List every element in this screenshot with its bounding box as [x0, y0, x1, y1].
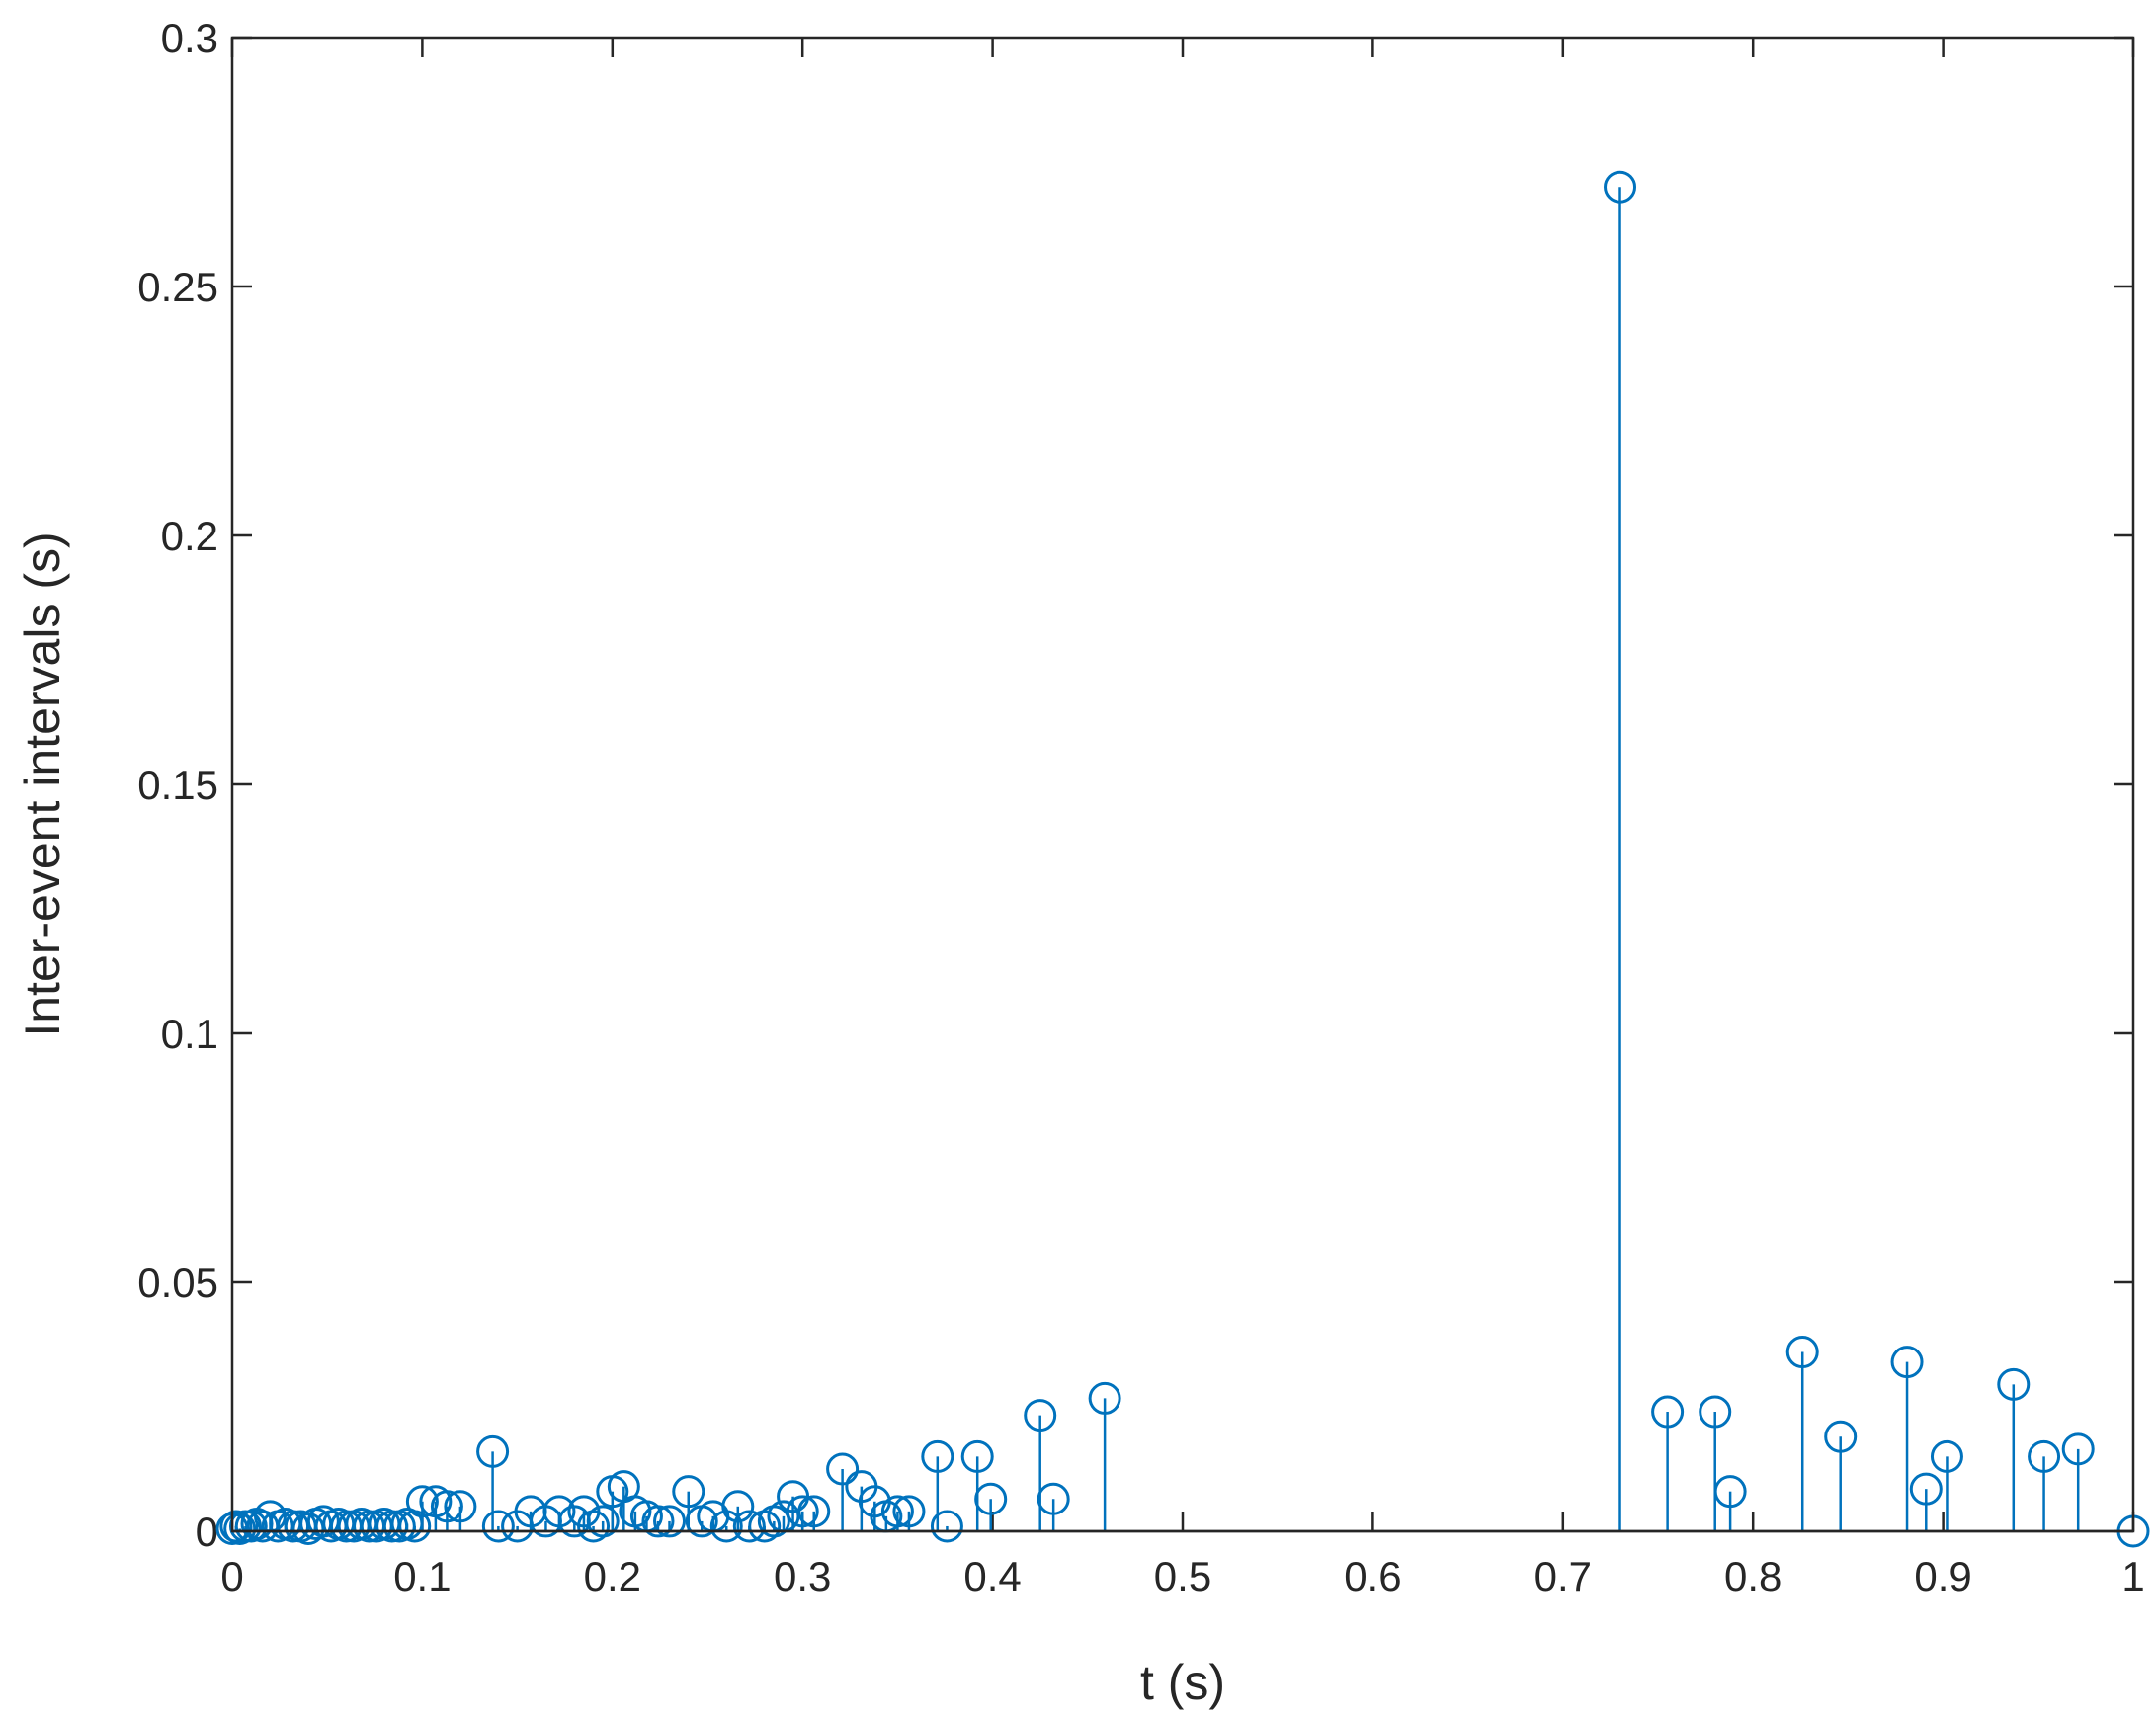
stem-marker [786, 1495, 819, 1528]
y-axis-label: Inter-event intervals (s) [15, 532, 70, 1036]
x-tick-label: 1 [2121, 1553, 2144, 1599]
stem-marker [1651, 1395, 1685, 1429]
stem-marker [709, 1510, 743, 1543]
stem-marker [444, 1490, 477, 1523]
stem-marker [960, 1439, 994, 1473]
stem-marker [1890, 1346, 1924, 1379]
stem-marker [1785, 1336, 1819, 1369]
x-axis-label: t (s) [1140, 1655, 1225, 1710]
stem-marker [880, 1495, 914, 1528]
stem-marker [481, 1510, 515, 1543]
stem-marker [1088, 1381, 1121, 1415]
stem-marker [1824, 1420, 1858, 1453]
stem-marker [653, 1505, 687, 1538]
stem-marker [1997, 1367, 2031, 1401]
y-tick-label: 0.15 [137, 762, 218, 808]
x-tick-label: 0.6 [1344, 1553, 1401, 1599]
stem-marker [1604, 170, 1637, 204]
stem-marker [921, 1439, 954, 1473]
stem-marker [405, 1485, 439, 1518]
stem-marker [1930, 1439, 1963, 1473]
stem-marker [398, 1510, 432, 1543]
y-tick-label: 0.2 [161, 513, 218, 559]
x-tick-label: 0.9 [1914, 1553, 1971, 1599]
y-tick-label: 0.25 [137, 264, 218, 310]
stem-marker [1024, 1399, 1057, 1432]
stem-marker [586, 1505, 620, 1538]
x-tick-label: 0.3 [774, 1553, 831, 1599]
stem-marker [2061, 1432, 2095, 1466]
x-tick-label: 0.2 [584, 1553, 641, 1599]
y-tick-label: 0.05 [137, 1260, 218, 1306]
x-tick-label: 0.4 [963, 1553, 1021, 1599]
stem-marker [2028, 1439, 2061, 1473]
stem-marker [797, 1495, 831, 1528]
y-tick-label: 0.3 [161, 15, 218, 61]
stem-marker [672, 1475, 705, 1509]
stem-marker [430, 1490, 463, 1523]
y-tick-label: 0 [196, 1509, 218, 1555]
x-tick-label: 0.5 [1154, 1553, 1211, 1599]
stem-marker [1037, 1482, 1070, 1515]
x-tick-label: 0.8 [1724, 1553, 1782, 1599]
stem-marker [1699, 1395, 1732, 1429]
stem-marker [1713, 1475, 1747, 1509]
stem-marker [277, 1510, 310, 1543]
stem-marker [892, 1495, 926, 1528]
stem-marker [1909, 1472, 1943, 1506]
stem-marker [306, 1505, 340, 1538]
stem-marker [721, 1490, 755, 1523]
stem-marker [930, 1510, 963, 1543]
x-tick-label: 0 [220, 1553, 243, 1599]
axes-box [230, 36, 2135, 1533]
x-tick-label: 0.7 [1534, 1553, 1592, 1599]
stem-marker [826, 1452, 860, 1486]
x-tick-label: 0.1 [393, 1553, 451, 1599]
y-tick-label: 0.1 [161, 1011, 218, 1057]
stem-marker [476, 1434, 510, 1468]
stem-marker [974, 1482, 1008, 1515]
stem-marker [641, 1505, 675, 1538]
